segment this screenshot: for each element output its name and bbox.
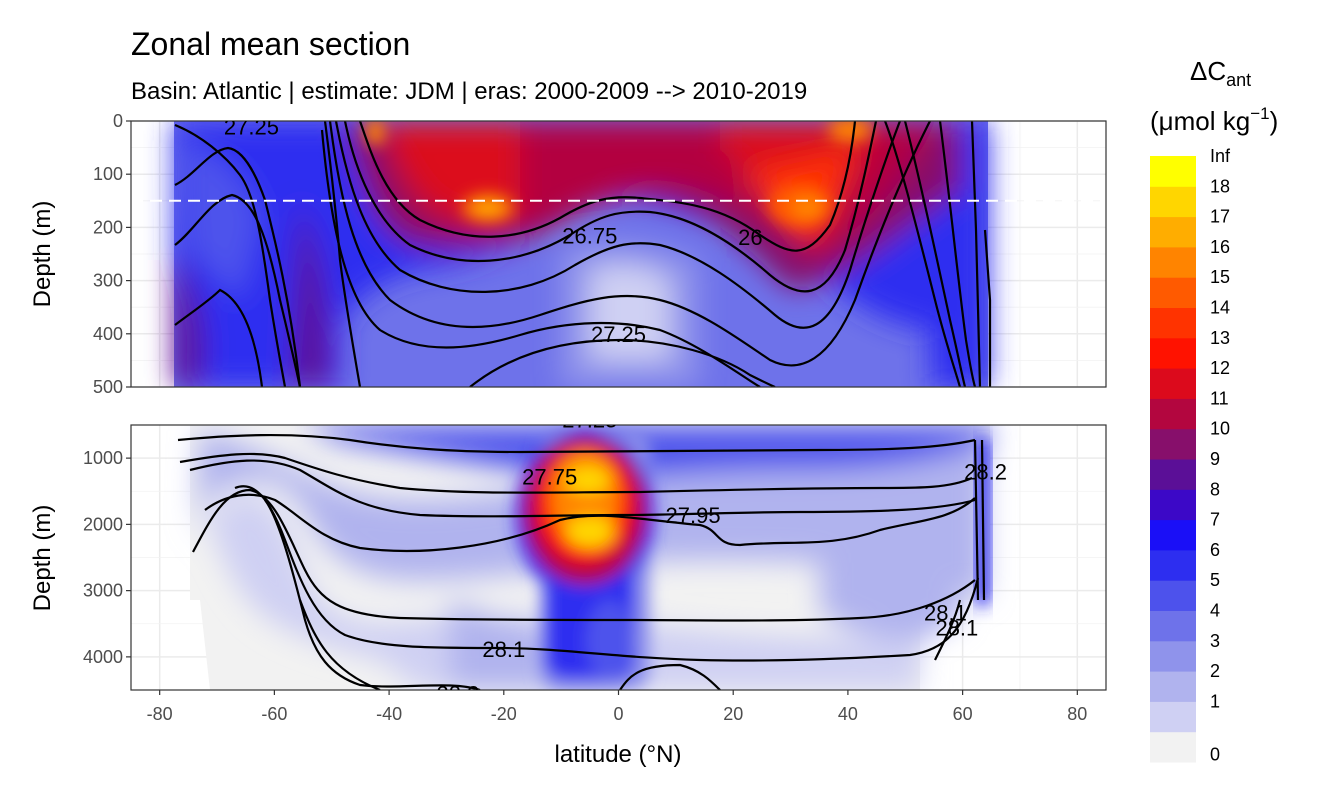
legend-bin [1150, 701, 1196, 733]
x-tick-label: -80 [147, 704, 173, 724]
y-tick-label: 2000 [83, 514, 123, 534]
legend-bin [1150, 731, 1196, 763]
y-tick-label: 500 [93, 377, 123, 397]
legend-bin-label: 3 [1210, 631, 1220, 651]
contour-label: 27.25 [562, 408, 617, 433]
legend-bin-label: 16 [1210, 237, 1230, 257]
contour-label: 27.95 [666, 503, 721, 528]
legend-bin-label: 8 [1210, 479, 1220, 499]
legend-bin-label: 7 [1210, 510, 1220, 530]
contour-label: 28.1 [935, 616, 978, 641]
contour-label: 26 [738, 225, 762, 250]
y-tick-label: 4000 [83, 647, 123, 667]
legend-bin [1150, 671, 1196, 702]
upper-panel: 0 100 200 300 400 500 Depth (m) [29, 111, 1107, 397]
legend-bin-label: 17 [1210, 207, 1230, 227]
legend-bin [1150, 428, 1196, 460]
legend-bin [1150, 186, 1196, 218]
legend-units: (μmol kg−1) [1150, 104, 1278, 136]
legend: ΔCant (μmol kg−1) 0123456789101112131415… [1150, 56, 1278, 764]
legend-bin [1150, 459, 1196, 490]
lower-y-ticks: 1000 2000 3000 4000 [83, 448, 131, 667]
upper-panel-border [130, 120, 1107, 388]
y-tick-label: 100 [93, 164, 123, 184]
lower-heatmap [174, 425, 990, 690]
x-axis-label: latitude (°N) [555, 741, 682, 768]
legend-bin-label: Inf [1210, 146, 1231, 166]
legend-bin-label: 11 [1210, 388, 1229, 408]
y-tick-label: 0 [113, 111, 123, 131]
y-tick-label: 3000 [83, 581, 123, 601]
x-ticks: -80 -60 -40 -20 0 20 40 60 80 [147, 690, 1087, 724]
legend-bin-label: 12 [1210, 358, 1230, 378]
contour-label: 27.25 [591, 322, 646, 347]
legend-bin [1150, 519, 1196, 551]
legend-bin [1150, 216, 1196, 248]
x-tick-label: 0 [613, 704, 623, 724]
x-tick-label: 60 [953, 704, 973, 724]
legend-bin-label: 10 [1210, 419, 1230, 439]
legend-bin [1150, 246, 1196, 278]
legend-bin [1150, 549, 1196, 581]
x-tick-label: 80 [1067, 704, 1087, 724]
x-tick-label: -20 [491, 704, 517, 724]
upper-contours [174, 121, 992, 387]
upper-y-ticks: 0 100 200 300 400 500 [93, 111, 131, 397]
legend-bin-label: 2 [1210, 661, 1220, 681]
upper-heatmap [131, 121, 1106, 387]
lower-y-axis-label: Depth (m) [29, 505, 56, 612]
legend-bin-label: 5 [1210, 570, 1220, 590]
x-tick-label: 20 [723, 704, 743, 724]
legend-bin-label: 9 [1210, 449, 1220, 469]
y-tick-label: 400 [93, 324, 123, 344]
y-tick-label: 1000 [83, 448, 123, 468]
contour-label: 28.1 [924, 600, 967, 625]
legend-bin-label: 15 [1210, 267, 1230, 287]
chart-title: Zonal mean section [131, 26, 410, 62]
lower-contours [177, 433, 986, 690]
legend-bin [1150, 398, 1196, 430]
legend-bin [1150, 277, 1196, 308]
contour-label: 27.75 [522, 465, 577, 490]
y-tick-label: 200 [93, 217, 123, 237]
x-tick-label: -40 [376, 704, 402, 724]
y-tick-label: 300 [93, 271, 123, 291]
chart-subtitle: Basin: Atlantic | estimate: JDM | eras: … [131, 78, 807, 105]
upper-y-axis-label: Depth (m) [29, 201, 56, 308]
legend-bin [1150, 489, 1196, 521]
contour-label: 28.2 [436, 681, 479, 706]
upper-contour-labels: 27.25 26.75 26 27.25 [224, 114, 763, 347]
legend-bin [1150, 640, 1196, 672]
contour-label: 28.1 [482, 637, 525, 662]
legend-bin-label: 14 [1210, 298, 1230, 318]
contour-label: 26.75 [562, 223, 617, 248]
x-tick-label: -60 [261, 704, 287, 724]
contour-label: 27.25 [224, 114, 279, 139]
legend-bin [1150, 307, 1196, 339]
contour-label: 28.2 [964, 459, 1007, 484]
x-tick-label: 40 [838, 704, 858, 724]
legend-bin-label: 4 [1210, 601, 1220, 621]
legend-bin-label: 18 [1210, 176, 1230, 196]
legend-bin-label: 6 [1210, 540, 1220, 560]
legend-bin-label: 0 [1210, 744, 1220, 764]
lower-panel: 1000 2000 3000 4000 Depth (m) [29, 424, 1107, 691]
legend-bin [1150, 156, 1196, 187]
legend-bin-label: 1 [1210, 691, 1220, 711]
legend-bin [1150, 580, 1196, 611]
legend-bin [1150, 337, 1196, 369]
legend-bin [1150, 610, 1196, 642]
legend-bin [1150, 368, 1196, 399]
legend-bin-label: 13 [1210, 328, 1230, 348]
legend-title: ΔCant [1190, 56, 1251, 90]
